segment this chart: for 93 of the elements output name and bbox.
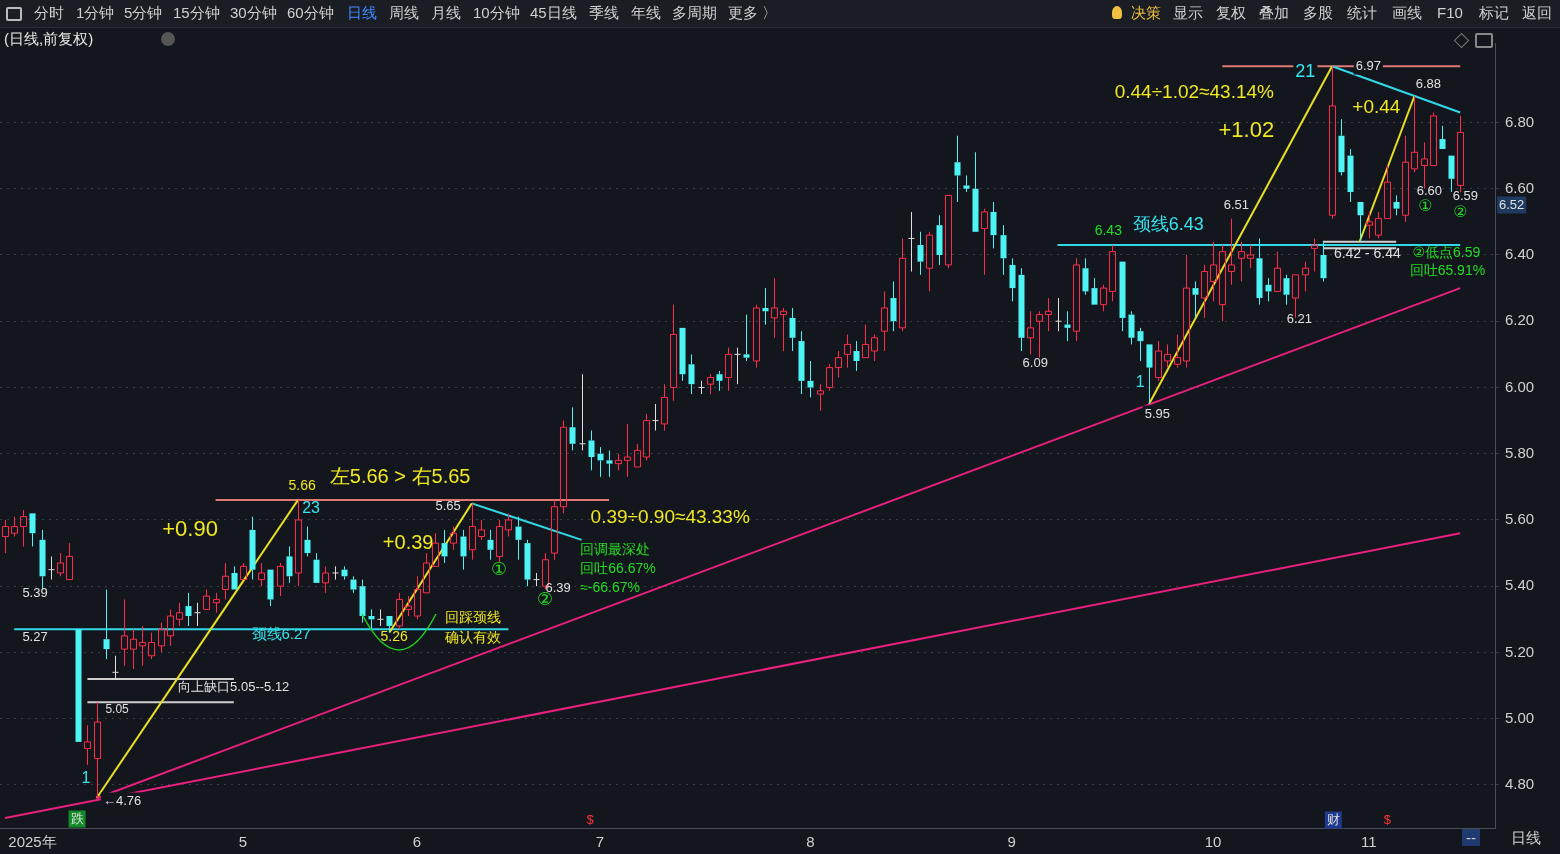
annotation: 0.44÷1.02≈43.14% <box>1114 81 1275 103</box>
annotation: 回吐65.91% <box>1409 261 1486 278</box>
x-tick-label: 6 <box>412 833 422 851</box>
x-tick-label: 2025年 <box>8 833 57 851</box>
text: 多周期 <box>672 4 717 23</box>
text: 更多 〉 <box>728 4 778 23</box>
annotation: ① <box>1418 197 1433 215</box>
text: 复权 <box>1216 4 1246 23</box>
text: 1分钟 <box>76 4 115 23</box>
annotation: 向上缺口5.05--5.12 <box>178 678 290 694</box>
annotation: 6.09 <box>1022 354 1048 370</box>
annotation: 23 <box>302 499 321 517</box>
annotation: $ <box>586 811 595 827</box>
annotation: +1.02 <box>1218 117 1275 143</box>
y-tick-label: 5.00 <box>1505 708 1535 726</box>
text: 画线 <box>1392 4 1422 23</box>
text: 决策 <box>1131 4 1161 23</box>
text: 日线 <box>347 4 377 23</box>
annotation: 回踩颈线 <box>445 609 502 626</box>
annotation: 0.39÷0.90≈43.33% <box>590 506 750 528</box>
x-tick-label: 10 <box>1204 833 1222 851</box>
text: 季线 <box>589 4 619 23</box>
text: 标记 <box>1479 4 1509 23</box>
annotation: 6.51 <box>1223 196 1249 212</box>
annotation: 6.43 <box>1094 221 1123 238</box>
text: 45日线 <box>530 4 577 23</box>
annotation: 5.26 <box>380 627 408 644</box>
annotation: 5.65 <box>435 497 461 513</box>
text: F10 <box>1437 4 1463 21</box>
annotation: 跌 <box>70 810 84 826</box>
annotation: 左5.66 > 右5.65 <box>329 464 471 487</box>
annotation: $ <box>1383 811 1392 827</box>
text: 6.52 <box>1499 196 1525 212</box>
text: 周线 <box>389 4 419 23</box>
text: 日线 <box>1511 829 1541 848</box>
annotation: ① <box>491 558 508 579</box>
y-tick-label: 6.40 <box>1505 245 1535 263</box>
y-tick-label: 5.60 <box>1505 510 1535 528</box>
annotation: 5.39 <box>22 584 48 600</box>
y-tick-label: 5.40 <box>1505 576 1535 594</box>
text: 显示 <box>1173 4 1203 23</box>
text: 叠加 <box>1259 4 1289 23</box>
y-tick-label: 4.80 <box>1505 775 1535 793</box>
text: 5分钟 <box>124 4 163 23</box>
text: 多股 <box>1303 4 1333 23</box>
annotation: 颈线6.43 <box>1132 213 1204 234</box>
y-tick-label: 6.60 <box>1505 178 1535 196</box>
annotation: 颈线6.27 <box>251 625 311 643</box>
annotation: 回吐66.67% <box>580 559 656 576</box>
x-tick-label: 9 <box>1007 833 1016 851</box>
x-tick-label: 5 <box>238 833 248 851</box>
text: -- <box>1462 829 1480 846</box>
annotation: 确认有效 <box>444 629 502 646</box>
text: 15分钟 <box>173 4 220 23</box>
text: 年线 <box>631 4 661 23</box>
chart-title: (日线,前复权) <box>4 30 94 49</box>
annotation: 6.97 <box>1355 57 1382 73</box>
annotation: +0.39 <box>382 530 434 553</box>
annotation: +0.90 <box>162 516 218 542</box>
annotation: +0.44 <box>1352 96 1401 118</box>
annotation: 5.95 <box>1144 405 1170 421</box>
annotation: 5.05 <box>105 702 130 717</box>
annotation: 6.42 - 6.44 <box>1333 244 1402 261</box>
annotation: 21 <box>1295 60 1316 81</box>
annotation: 1 <box>81 769 91 787</box>
text: 30分钟 <box>230 4 277 23</box>
annotation: 6.21 <box>1286 310 1312 326</box>
x-tick-label: 8 <box>806 833 815 851</box>
text: 60分钟 <box>287 4 334 23</box>
annotation: 5.27 <box>22 628 48 644</box>
annotation: 财 <box>1326 811 1340 827</box>
annotation: 6.88 <box>1415 75 1442 91</box>
annotation: ② <box>1453 203 1468 221</box>
y-tick-label: 6.80 <box>1505 112 1535 130</box>
x-tick-label: 11 <box>1360 833 1377 851</box>
y-tick-label: 5.80 <box>1505 443 1535 461</box>
text: 10分钟 <box>473 4 520 23</box>
text: 返回 <box>1522 4 1552 23</box>
y-tick-label: 6.20 <box>1505 311 1535 329</box>
text: 统计 <box>1347 4 1377 23</box>
y-tick-label: 6.00 <box>1505 377 1535 395</box>
text: 分时 <box>34 4 64 23</box>
annotation: 5.66 <box>288 476 316 493</box>
text: 月线 <box>431 4 461 23</box>
annotation: 6.59 <box>1452 187 1479 203</box>
annotation: 6.60 <box>1416 182 1443 198</box>
annotation: 1 <box>1135 373 1145 391</box>
annotation: 回调最深处 <box>580 540 651 557</box>
x-tick-label: 7 <box>595 833 605 851</box>
y-tick-label: 5.20 <box>1505 642 1535 660</box>
annotation: ←4.76 <box>102 792 142 808</box>
annotation: ②低点6.59 <box>1412 243 1481 260</box>
annotation: ≈-66.67% <box>580 578 640 595</box>
